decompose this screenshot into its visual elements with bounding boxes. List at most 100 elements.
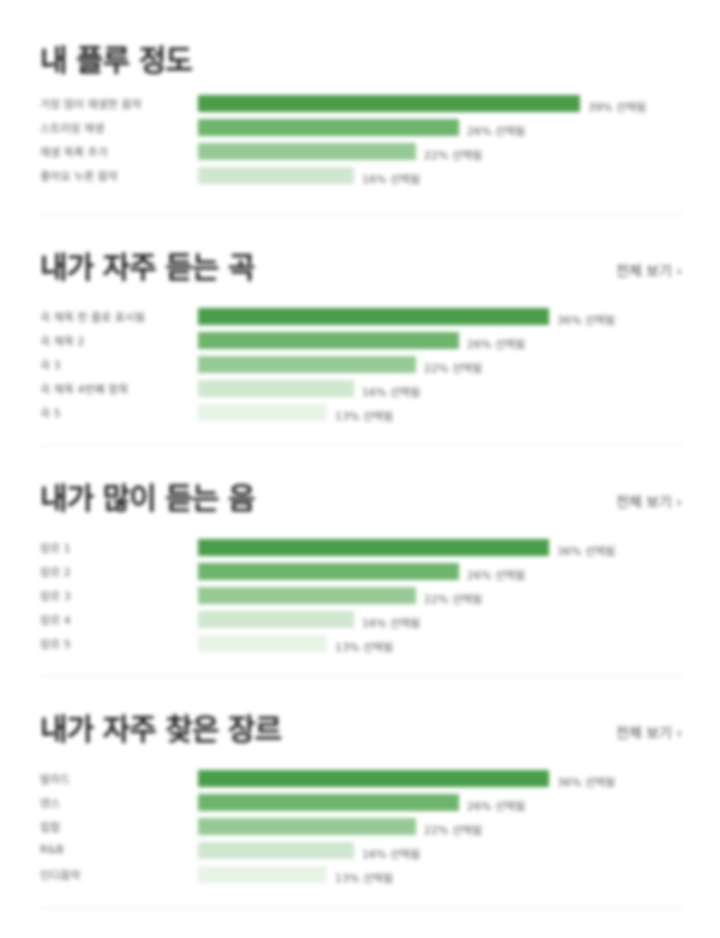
bar-value: 36% 선택됨 bbox=[557, 545, 616, 558]
bar-fill bbox=[198, 842, 354, 859]
bar-track: 36% 선택됨 bbox=[198, 539, 615, 558]
bar-track: 16% 선택됨 bbox=[198, 842, 588, 861]
bar-row: 발라드 36% 선택됨 bbox=[40, 767, 682, 791]
see-all-link[interactable]: 전체 보기 › bbox=[615, 495, 682, 511]
bar-row: 힙합 22% 선택됨 bbox=[40, 815, 682, 839]
bar-label: 좋아요 누른 음악 bbox=[40, 170, 118, 183]
bar-value: 13% 선택됨 bbox=[335, 641, 394, 654]
bar-row: 곡 5 13% 선택됨 bbox=[40, 401, 682, 425]
bar-fill bbox=[198, 404, 327, 421]
bar-value: 26% 선택됨 bbox=[467, 338, 526, 351]
bar-row: 댄스 26% 선택됨 bbox=[40, 791, 682, 815]
bar-label: 가장 많이 재생한 음악 bbox=[40, 98, 142, 111]
bar-track: 26% 선택됨 bbox=[198, 332, 588, 351]
bar-row: 좋아요 누른 음악 16% 선택됨 bbox=[40, 164, 682, 188]
bar-label: 곡 5 bbox=[40, 407, 61, 420]
section-header: 내가 자주 듣는 곡 전체 보기 › bbox=[40, 235, 682, 287]
section-header: 내가 자주 찾은 장르 전체 보기 › bbox=[40, 697, 682, 749]
bar-list: 가장 많이 재생한 음악 39% 선택됨 스트리밍 재생 26% 선택됨 재생 목록 추… bbox=[40, 80, 682, 188]
bar-label: 장르 2 bbox=[40, 566, 71, 579]
bar-value: 36% 선택됨 bbox=[557, 776, 616, 789]
bar-track: 22% 선택됨 bbox=[198, 143, 588, 162]
bar-row: 장르 5 13% 선택됨 bbox=[40, 632, 682, 656]
bar-label: 장르 1 bbox=[40, 542, 71, 555]
section-title: 내가 자주 찾은 장르 bbox=[40, 713, 282, 748]
bar-row: R&B 16% 선택됨 bbox=[40, 839, 682, 863]
bar-value: 22% 선택됨 bbox=[424, 149, 483, 162]
bar-row: 곡 3 22% 선택됨 bbox=[40, 353, 682, 377]
bar-track: 22% 선택됨 bbox=[198, 356, 588, 375]
bar-row: 장르 1 36% 선택됨 bbox=[40, 536, 682, 560]
bar-track: 16% 선택됨 bbox=[198, 611, 588, 630]
bar-value: 22% 선택됨 bbox=[424, 362, 483, 375]
section-header: 내 플루 정도 bbox=[40, 28, 682, 80]
see-all-link[interactable]: 전체 보기 › bbox=[615, 264, 682, 280]
bar-value: 22% 선택됨 bbox=[424, 824, 483, 837]
section-title: 내 플루 정도 bbox=[40, 44, 193, 79]
bar-value: 26% 선택됨 bbox=[467, 125, 526, 138]
bar-row: 곡 제목 한 줄로 표시됨 36% 선택됨 bbox=[40, 305, 682, 329]
bar-fill bbox=[198, 95, 580, 112]
bar-row: 인디음악 13% 선택됨 bbox=[40, 863, 682, 887]
bar-fill bbox=[198, 119, 459, 136]
bar-label: R&B bbox=[40, 843, 64, 856]
bar-track: 22% 선택됨 bbox=[198, 818, 588, 837]
section-1: 내가 자주 듣는 곡 전체 보기 › 곡 제목 한 줄로 표시됨 36% 선택됨 곡… bbox=[40, 215, 682, 446]
bar-fill bbox=[198, 866, 327, 883]
bar-label: 장르 3 bbox=[40, 590, 71, 603]
bar-fill bbox=[198, 143, 416, 160]
bar-fill bbox=[198, 818, 416, 835]
bar-value: 16% 선택됨 bbox=[362, 386, 421, 399]
bar-value: 13% 선택됨 bbox=[335, 872, 394, 885]
bar-value: 16% 선택됨 bbox=[362, 173, 421, 186]
bar-label: 힙합 bbox=[40, 821, 61, 834]
bar-row: 가장 많이 재생한 음악 39% 선택됨 bbox=[40, 92, 682, 116]
bar-row: 스트리밍 재생 26% 선택됨 bbox=[40, 116, 682, 140]
bar-track: 13% 선택됨 bbox=[198, 866, 588, 885]
bar-track: 13% 선택됨 bbox=[198, 404, 588, 423]
bar-track: 26% 선택됨 bbox=[198, 794, 588, 813]
bar-label: 발라드 bbox=[40, 773, 71, 786]
bar-fill bbox=[198, 332, 459, 349]
bar-row: 재생 목록 추가 22% 선택됨 bbox=[40, 140, 682, 164]
bar-label: 곡 제목 4번째 항목 bbox=[40, 383, 129, 396]
bar-label: 댄스 bbox=[40, 797, 61, 810]
bar-fill bbox=[198, 611, 354, 628]
bar-row: 장르 4 16% 선택됨 bbox=[40, 608, 682, 632]
bar-value: 39% 선택됨 bbox=[588, 101, 647, 114]
bar-value: 26% 선택됨 bbox=[467, 800, 526, 813]
bar-fill bbox=[198, 635, 327, 652]
bar-value: 13% 선택됨 bbox=[335, 410, 394, 423]
section-title: 내가 자주 듣는 곡 bbox=[40, 251, 256, 286]
bar-fill bbox=[198, 356, 416, 373]
bar-track: 13% 선택됨 bbox=[198, 635, 588, 654]
bar-fill bbox=[198, 794, 459, 811]
section-header: 내가 많이 듣는 음 전체 보기 › bbox=[40, 466, 682, 518]
bar-value: 36% 선택됨 bbox=[557, 314, 616, 327]
bar-value: 22% 선택됨 bbox=[424, 593, 483, 606]
bar-fill bbox=[198, 539, 549, 556]
bar-track: 22% 선택됨 bbox=[198, 587, 588, 606]
bar-label: 장르 5 bbox=[40, 638, 71, 651]
bar-label: 장르 4 bbox=[40, 614, 71, 627]
bar-row: 장르 2 26% 선택됨 bbox=[40, 560, 682, 584]
bar-track: 16% 선택됨 bbox=[198, 167, 588, 186]
see-all-link[interactable]: 전체 보기 › bbox=[615, 726, 682, 742]
bar-fill bbox=[198, 770, 549, 787]
bar-value: 16% 선택됨 bbox=[362, 617, 421, 630]
bar-value: 26% 선택됨 bbox=[467, 569, 526, 582]
bar-fill bbox=[198, 587, 416, 604]
bar-list: 곡 제목 한 줄로 표시됨 36% 선택됨 곡 제목 2 26% 선택됨 곡 3 22% … bbox=[40, 287, 682, 425]
bar-value: 16% 선택됨 bbox=[362, 848, 421, 861]
bar-label: 곡 제목 한 줄로 표시됨 bbox=[40, 311, 146, 324]
bar-track: 36% 선택됨 bbox=[198, 770, 615, 789]
bar-fill bbox=[198, 308, 549, 325]
bar-track: 36% 선택됨 bbox=[198, 308, 615, 327]
bar-track: 26% 선택됨 bbox=[198, 119, 588, 138]
bar-label: 재생 목록 추가 bbox=[40, 146, 108, 159]
